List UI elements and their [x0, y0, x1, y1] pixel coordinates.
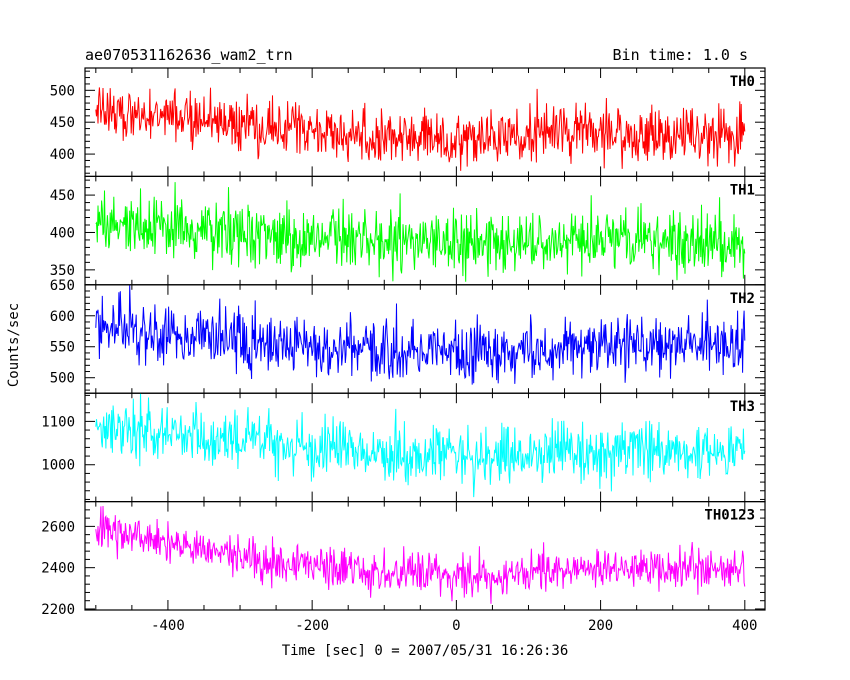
panel-frame [84, 501, 766, 611]
y-tick-label: 500 [50, 83, 75, 99]
panel-th3: 1000 1100 TH3 [41, 392, 766, 503]
x-tick-label: -200 [295, 618, 329, 634]
panel-th1: 350 400 450 TH1 [50, 175, 766, 286]
y-tick-label: 2600 [41, 519, 75, 535]
series-line-th0 [95, 87, 746, 171]
series-line-th2 [95, 284, 746, 385]
y-tick-label: 1000 [41, 458, 75, 474]
panel-label: TH1 [730, 182, 755, 198]
x-tick-label: -400 [151, 618, 185, 634]
y-tick-label: 1100 [41, 414, 75, 430]
panel-th2: 500 550 600 650 TH2 [50, 278, 766, 394]
y-tick-label: 450 [50, 188, 75, 204]
x-tick-label: 400 [732, 618, 757, 634]
chart-title: ae070531162636_wam2_trn [85, 46, 293, 64]
series-line-th1 [95, 182, 746, 282]
panels-group: 400 450 500 TH0 350 400 450 TH1 500 550 600 650 TH2 1… [41, 67, 766, 618]
panel-th0123: 2200 2400 2600 TH0123 [41, 501, 766, 618]
panel-label: TH0 [730, 74, 755, 90]
y-tick-label: 500 [50, 371, 75, 387]
panel-label: TH3 [730, 399, 755, 415]
y-tick-label: 650 [50, 278, 75, 294]
y-tick-label: 400 [50, 225, 75, 241]
y-tick-label: 2400 [41, 561, 75, 577]
y-axis-label: Counts/sec [6, 303, 22, 387]
series-line-th0123 [95, 505, 746, 604]
y-tick-label: 2200 [41, 602, 75, 618]
y-tick-label: 600 [50, 309, 75, 325]
bin-time-label: Bin time: 1.0 s [613, 46, 748, 64]
series-line-th3 [95, 393, 746, 498]
x-tick-label: 200 [588, 618, 613, 634]
panel-th0: 400 450 500 TH0 [50, 67, 766, 178]
x-axis-label: Time [sec] 0 = 2007/05/31 16:26:36 [282, 643, 569, 659]
y-tick-label: 400 [50, 147, 75, 163]
panel-label: TH2 [730, 291, 755, 307]
y-tick-label: 350 [50, 263, 75, 279]
y-tick-label: 550 [50, 340, 75, 356]
panel-label: TH0123 [704, 508, 755, 524]
y-tick-label: 450 [50, 115, 75, 131]
x-axis: -400 -200 0 200 400 [151, 618, 757, 634]
x-tick-label: 0 [452, 618, 460, 634]
